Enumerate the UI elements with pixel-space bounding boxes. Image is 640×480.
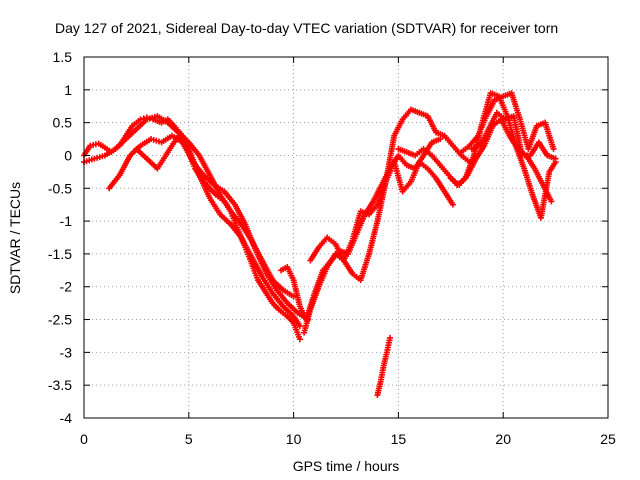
y-tick-label: -2.5 [48,312,72,328]
y-tick-label: -4 [60,410,73,426]
data-point [290,293,297,300]
series-track-7 [307,159,456,264]
y-tick-label: -0.5 [48,180,72,196]
data-point [449,201,456,208]
series-track-10 [447,116,555,205]
y-tick-label: 1.5 [53,49,73,65]
series-track-4 [133,132,303,330]
plot-frame [83,56,609,419]
y-tick-label: -1 [60,213,73,229]
series-track-12 [468,109,559,162]
x-tick-label: 15 [391,431,407,447]
y-tick-label: -2 [60,279,73,295]
x-tick-label: 0 [80,431,88,447]
data-point [296,323,303,330]
y-tick-label: 0.5 [53,115,73,131]
y-tick-label: -3 [60,344,73,360]
x-tick-label: 25 [600,431,616,447]
series-track-3 [106,132,312,323]
chart-title: Day 127 of 2021, Sidereal Day-to-day VTE… [55,20,558,36]
data-series [81,90,559,399]
x-tick-label: 5 [185,431,193,447]
data-point [296,336,303,343]
axis-ticks: 0 5 10 15 20 25 -4 -3.5 -3 -2.5 -2 -1.5 -1 -0.5 0 0.5 1 1… [48,49,616,447]
series-track-6 [301,106,473,336]
y-tick-label: 0 [64,147,72,163]
y-tick-label: 1 [64,82,72,98]
series-track-8 [374,334,394,399]
x-axis-label: GPS time / hours [293,458,400,474]
y-tick-label: -1.5 [48,246,72,262]
data-point [552,155,559,162]
series-track-11 [458,90,557,156]
data-point [548,198,555,205]
data-point [387,334,394,341]
data-point [137,116,144,123]
grid-lines [84,57,608,418]
x-tick-label: 10 [286,431,302,447]
x-tick-label: 20 [495,431,511,447]
y-axis-label: SDTVAR / TECUs [7,182,23,294]
y-tick-label: -3.5 [48,377,72,393]
data-point [550,145,557,152]
